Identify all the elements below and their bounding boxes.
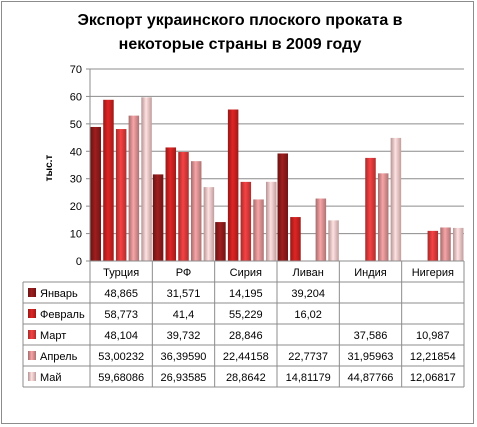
- data-label-Апрель-Турция: 53,00232: [98, 351, 144, 363]
- data-label-Апрель-РФ: 36,39590: [161, 351, 207, 363]
- bar-Апрель-Ливан: [315, 198, 327, 261]
- legend-swatch-Январь: [28, 288, 36, 297]
- bar-Апрель-РФ: [190, 161, 202, 261]
- bar-Апрель-Нигерия: [440, 227, 451, 261]
- data-label-Март-РФ: 39,732: [167, 330, 201, 342]
- bar-Май-РФ: [203, 187, 215, 261]
- bar-Май-Турция: [141, 97, 152, 261]
- data-label-Февраль-РФ: 41,4: [173, 309, 194, 321]
- bar-Январь-Турция: [90, 126, 102, 262]
- y-tick-label: 20: [70, 201, 82, 213]
- data-label-Май-Нигерия: 12,06817: [410, 372, 456, 384]
- data-label-Февраль-Ливан: 16,02: [294, 309, 322, 321]
- chart-title-line-1: Экспорт украинского плоского проката в: [77, 12, 403, 29]
- bar-Март-Турция: [115, 129, 127, 261]
- bar-Февраль-Турция: [103, 99, 114, 261]
- data-label-Май-Индия: 44,87766: [348, 372, 394, 384]
- data-label-Март-Сирия: 28,846: [229, 330, 263, 342]
- bar-Январь-Ливан: [277, 153, 289, 261]
- bar-Апрель-Индия: [377, 173, 389, 261]
- legend-entry-Март: Март: [40, 330, 66, 342]
- y-tick-label: 30: [70, 174, 82, 186]
- bar-Март-Сирия: [240, 181, 252, 261]
- bar-Апрель-Турция: [128, 115, 140, 261]
- data-label-Апрель-Сирия: 22,44158: [223, 351, 269, 363]
- legend-swatch-Май: [28, 372, 36, 381]
- bar-Апрель-Сирия: [253, 199, 264, 261]
- x-category-label: Нигерия: [412, 267, 454, 279]
- data-label-Май-Турция: 59,68086: [98, 372, 144, 384]
- data-label-Январь-РФ: 31,571: [167, 288, 201, 300]
- data-label-Март-Турция: 48,104: [104, 330, 138, 342]
- y-tick-label: 10: [70, 229, 82, 241]
- bar-Март-Нигерия: [427, 230, 439, 261]
- legend-swatch-Февраль: [28, 309, 36, 318]
- data-label-Апрель-Индия: 31,95963: [348, 351, 394, 363]
- bar-Май-Сирия: [265, 181, 277, 261]
- data-label-Май-РФ: 26,93585: [161, 372, 207, 384]
- bar-Май-Ливан: [328, 220, 339, 261]
- data-label-Май-Сирия: 28,8642: [226, 372, 266, 384]
- x-category-label: РФ: [176, 267, 192, 279]
- data-label-Март-Нигерия: 10,987: [416, 330, 450, 342]
- y-axis-label: тыс.т: [44, 155, 55, 182]
- data-label-Январь-Ливан: 39,204: [291, 288, 325, 300]
- data-label-Апрель-Ливан: 22,7737: [288, 351, 328, 363]
- bar-Май-Нигерия: [452, 227, 464, 261]
- y-tick-label: 50: [70, 119, 82, 131]
- bar-Февраль-Ливан: [290, 217, 301, 261]
- y-tick-label: 60: [70, 91, 82, 103]
- legend-entry-Апрель: Апрель: [40, 351, 78, 363]
- x-category-label: Сирия: [230, 267, 262, 279]
- y-tick-label: 70: [70, 64, 82, 76]
- legend-entry-Январь: Январь: [40, 288, 78, 300]
- data-label-Январь-Турция: 48,865: [104, 288, 138, 300]
- x-category-label: Турция: [103, 267, 139, 279]
- legend-entry-Февраль: Февраль: [40, 309, 85, 321]
- y-tick-label: 40: [70, 146, 82, 158]
- bar-Январь-РФ: [152, 174, 164, 261]
- x-category-label: Ливан: [293, 267, 324, 279]
- data-label-Март-Индия: 37,586: [354, 330, 388, 342]
- legend-entry-Май: Май: [40, 372, 62, 384]
- x-category-label: Индия: [354, 267, 387, 279]
- data-label-Апрель-Нигерия: 12,21854: [410, 351, 456, 363]
- y-tick-label: 0: [76, 256, 82, 268]
- legend-swatch-Апрель: [28, 351, 36, 360]
- bar-Март-Индия: [365, 157, 376, 261]
- bar-Февраль-РФ: [165, 147, 177, 261]
- bar-Февраль-Сирия: [227, 109, 239, 261]
- data-label-Февраль-Сирия: 55,229: [229, 309, 263, 321]
- bar-Январь-Сирия: [215, 222, 226, 261]
- bar-Май-Индия: [390, 137, 402, 261]
- data-label-Февраль-Турция: 58,773: [104, 309, 138, 321]
- data-label-Май-Ливан: 14,81179: [286, 372, 331, 384]
- bar-Март-РФ: [178, 152, 189, 261]
- data-label-Январь-Сирия: 14,195: [229, 288, 263, 300]
- chart-title-line-2: некоторые страны в 2009 году: [118, 36, 362, 53]
- legend-swatch-Март: [28, 330, 36, 339]
